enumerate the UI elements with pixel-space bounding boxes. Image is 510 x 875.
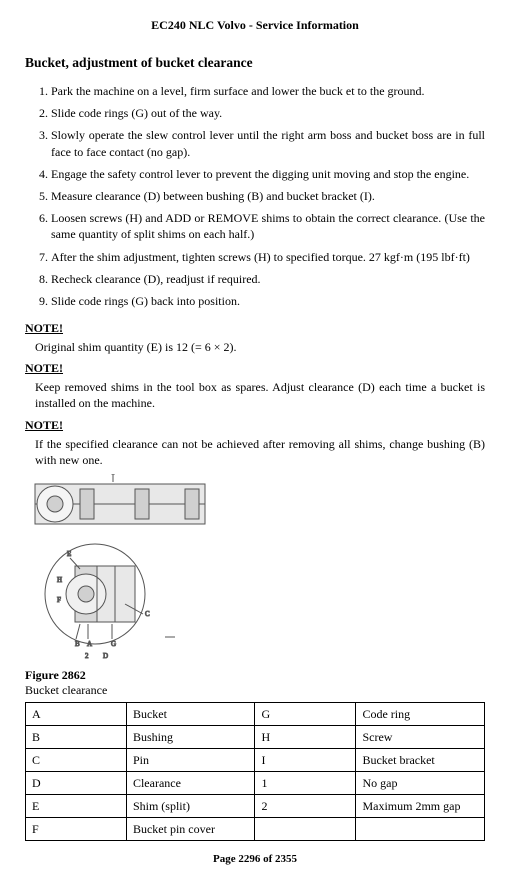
step-item: Slide code rings (G) back into position. — [51, 293, 485, 309]
table-cell: G — [255, 703, 356, 726]
table-cell: A — [26, 703, 127, 726]
table-cell: C — [26, 749, 127, 772]
table-cell: 2 — [255, 795, 356, 818]
svg-text:D: D — [103, 652, 108, 660]
note-label: NOTE! — [25, 361, 485, 376]
svg-text:1: 1 — [111, 474, 115, 476]
step-item: Slide code rings (G) out of the way. — [51, 105, 485, 121]
figure-caption: Bucket clearance — [25, 683, 485, 698]
svg-text:G: G — [111, 640, 116, 648]
table-cell: Screw — [356, 726, 485, 749]
step-item: Recheck clearance (D), readjust if requi… — [51, 271, 485, 287]
svg-text:B: B — [75, 640, 80, 648]
table-cell: I — [255, 749, 356, 772]
table-cell: Maximum 2mm gap — [356, 795, 485, 818]
procedure-steps: Park the machine on a level, firm surfac… — [25, 83, 485, 309]
table-cell — [356, 818, 485, 841]
section-title: Bucket, adjustment of bucket clearance — [25, 55, 485, 71]
page-footer: Page 2296 of 2355 — [25, 853, 485, 865]
note-body: If the specified clearance can not be ac… — [35, 436, 485, 468]
table-cell: Bucket pin cover — [126, 818, 255, 841]
table-row: C Pin I Bucket bracket — [26, 749, 485, 772]
table-cell: E — [26, 795, 127, 818]
note-body: Original shim quantity (E) is 12 (= 6 × … — [35, 339, 485, 355]
table-cell: Shim (split) — [126, 795, 255, 818]
page-header: EC240 NLC Volvo - Service Information — [25, 18, 485, 33]
table-row: E Shim (split) 2 Maximum 2mm gap — [26, 795, 485, 818]
table-cell — [255, 818, 356, 841]
table-cell: Clearance — [126, 772, 255, 795]
step-item: Measure clearance (D) between bushing (B… — [51, 188, 485, 204]
step-item: Park the machine on a level, firm surfac… — [51, 83, 485, 99]
figure-label: Figure 2862 — [25, 668, 485, 683]
note-label: NOTE! — [25, 418, 485, 433]
table-cell: Pin — [126, 749, 255, 772]
step-item: Slowly operate the slew control lever un… — [51, 127, 485, 159]
table-cell: Bucket bracket — [356, 749, 485, 772]
table-cell: H — [255, 726, 356, 749]
table-cell: B — [26, 726, 127, 749]
table-cell: Bushing — [126, 726, 255, 749]
table-row: A Bucket G Code ring — [26, 703, 485, 726]
table-cell: 1 — [255, 772, 356, 795]
table-cell: Bucket — [126, 703, 255, 726]
bucket-diagram: 1 E H F C B A G D 2 — [25, 474, 485, 664]
parts-table: A Bucket G Code ring B Bushing H Screw C… — [25, 702, 485, 841]
table-row: B Bushing H Screw — [26, 726, 485, 749]
table-cell: F — [26, 818, 127, 841]
note-body: Keep removed shims in the tool box as sp… — [35, 379, 485, 411]
svg-text:2: 2 — [85, 652, 89, 660]
svg-text:F: F — [57, 596, 61, 604]
note-label: NOTE! — [25, 321, 485, 336]
table-cell: Code ring — [356, 703, 485, 726]
table-row: F Bucket pin cover — [26, 818, 485, 841]
table-row: D Clearance 1 No gap — [26, 772, 485, 795]
svg-text:E: E — [67, 550, 71, 558]
svg-text:C: C — [145, 610, 150, 618]
step-item: Loosen screws (H) and ADD or REMOVE shim… — [51, 210, 485, 242]
table-cell: No gap — [356, 772, 485, 795]
table-cell: D — [26, 772, 127, 795]
svg-text:A: A — [87, 640, 92, 648]
step-item: After the shim adjustment, tighten screw… — [51, 249, 485, 265]
svg-text:H: H — [57, 576, 62, 584]
step-item: Engage the safety control lever to preve… — [51, 166, 485, 182]
